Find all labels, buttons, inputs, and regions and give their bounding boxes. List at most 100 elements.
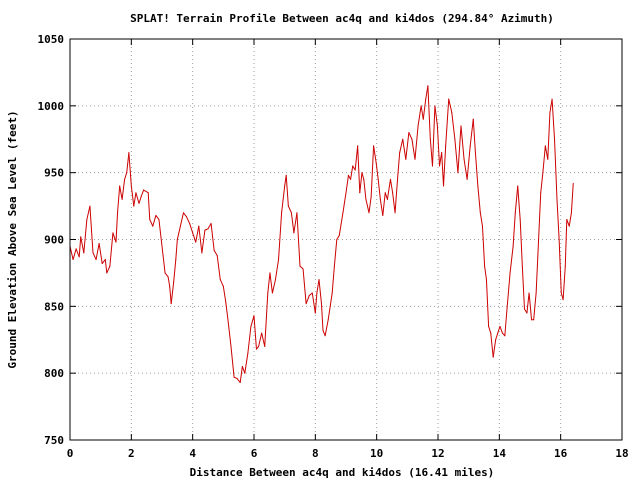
x-tick-label: 8 [312, 447, 319, 460]
terrain-segment [389, 178, 394, 194]
terrain-segment [80, 236, 85, 254]
terrain-segment [448, 98, 453, 114]
x-tick-label: 6 [251, 447, 258, 460]
terrain-segment [357, 145, 361, 194]
terrain-segment [316, 279, 320, 294]
terrain-segment [176, 225, 181, 240]
terrain-segment [227, 319, 232, 347]
terrain-segment [373, 145, 377, 163]
terrain-segment [342, 192, 347, 214]
terrain-segment [379, 198, 384, 216]
terrain-segment [115, 212, 119, 243]
terrain-segment [109, 232, 114, 267]
terrain-segment [392, 192, 396, 214]
terrain-segment [361, 172, 365, 180]
terrain-segment [517, 185, 521, 220]
terrain-segment [528, 292, 533, 321]
terrain-segment [285, 174, 289, 207]
terrain-segment [201, 229, 206, 254]
terrain-segment [562, 265, 566, 301]
terrain-segment [119, 185, 123, 200]
terrain-segment [377, 178, 381, 200]
terrain-segment [414, 125, 419, 160]
terrain-segment [556, 198, 560, 240]
terrain-segment [255, 345, 260, 350]
grid [70, 39, 622, 440]
terrain-segment [492, 339, 497, 358]
terrain-segment [512, 212, 516, 247]
x-tick-label: 14 [493, 447, 507, 460]
terrain-segment [466, 145, 471, 180]
terrain-segment [274, 259, 280, 281]
terrain-segment [281, 185, 286, 214]
terrain-segment [405, 132, 410, 160]
terrain-segment [375, 161, 379, 180]
y-tick-label: 900 [44, 234, 64, 247]
terrain-segment [126, 152, 130, 174]
terrain-segment [233, 376, 238, 380]
terrain-segment [509, 245, 514, 274]
x-tick-label: 16 [554, 447, 568, 460]
terrain-segment [296, 212, 301, 267]
terrain-segment [445, 98, 450, 147]
terrain-segment [106, 265, 111, 274]
terrain-segment [558, 239, 562, 294]
y-tick-label: 1050 [38, 33, 65, 46]
terrain-segment [382, 192, 386, 216]
terrain-segment [499, 325, 503, 334]
terrain-segment [566, 218, 570, 227]
x-tick-label: 4 [189, 447, 196, 460]
terrain-segment [133, 192, 137, 207]
terrain-segment [155, 214, 160, 220]
terrain-segment [386, 178, 391, 200]
terrain-segment [287, 205, 292, 214]
terrain-segment [399, 138, 404, 154]
terrain-segment [239, 365, 243, 384]
terrain-segment [417, 105, 422, 127]
terrain-segment [308, 292, 313, 297]
terrain-segment [158, 218, 163, 247]
terrain-segment [195, 225, 200, 243]
terrain-segment [427, 85, 431, 140]
terrain-segment [564, 218, 568, 267]
terrain-segment [182, 212, 188, 218]
terrain-segment [264, 292, 269, 347]
terrain-segment [78, 236, 82, 258]
terrain-segment [354, 145, 359, 171]
terrain-segment [402, 138, 407, 160]
terrain-segment [336, 234, 340, 240]
terrain-segment [269, 272, 273, 294]
terrain-segment [504, 308, 508, 337]
terrain-series [69, 85, 574, 384]
x-tick-label: 0 [67, 447, 74, 460]
terrain-segment [554, 138, 558, 200]
terrain-segment [469, 118, 474, 147]
terrain-segment [230, 345, 235, 378]
terrain-segment [140, 189, 145, 198]
terrain-segment [135, 192, 140, 204]
terrain-segment [533, 292, 537, 321]
terrain-segment [213, 249, 218, 257]
terrain-segment [225, 301, 229, 321]
terrain-segment [192, 232, 197, 243]
terrain-segment [305, 295, 310, 305]
terrain-segment [124, 172, 128, 180]
terrain-segment [422, 98, 427, 120]
terrain-segment [138, 196, 142, 204]
terrain-segment [69, 245, 74, 261]
terrain-segment [485, 279, 490, 327]
terrain-segment [327, 292, 333, 321]
terrain-segment [495, 332, 499, 341]
terrain-segment [128, 152, 132, 187]
terrain-segment [130, 185, 135, 207]
terrain-segment [443, 145, 447, 187]
terrain-segment [429, 138, 433, 167]
terrain-segment [241, 365, 246, 374]
terrain-segment [244, 352, 249, 374]
terrain-segment [514, 185, 519, 214]
terrain-segment [331, 265, 335, 294]
terrain-segment [143, 189, 149, 194]
terrain-segment [365, 198, 370, 214]
terrain-segment [324, 319, 329, 337]
terrain-segment [170, 281, 175, 305]
